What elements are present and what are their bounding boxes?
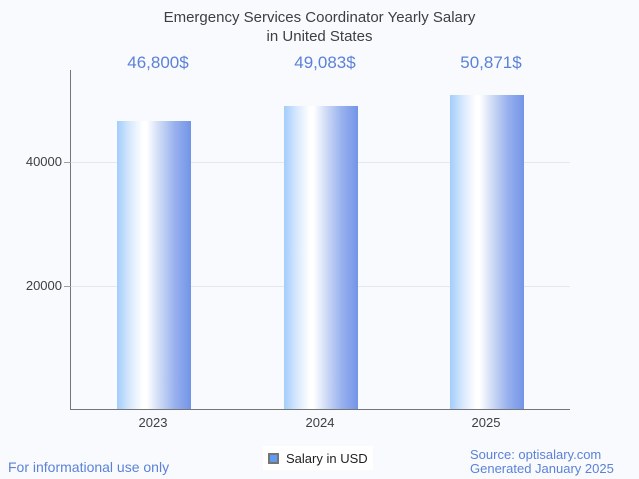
generated-text: Generated January 2025 <box>470 461 614 476</box>
y-tick-label: 20000 <box>25 278 62 293</box>
plot-area <box>64 70 570 410</box>
x-axis-label-2024: 2024 <box>305 415 335 430</box>
y-axis-tick <box>64 286 71 287</box>
bar-2024[interactable] <box>284 106 358 409</box>
bar-2025[interactable] <box>450 95 524 409</box>
x-axis-label-2025: 2025 <box>471 415 501 430</box>
disclaimer-text: For informational use only <box>8 459 170 475</box>
chart-title-line1: Emergency Services Coordinator Yearly Sa… <box>163 9 476 26</box>
legend-label: Salary in USD <box>286 450 368 466</box>
legend: Salary in USD <box>263 446 373 470</box>
chart-title: Emergency Services Coordinator Yearly Sa… <box>0 8 639 46</box>
y-tick-label: 40000 <box>25 154 62 169</box>
source-text: Source: optisalary.com <box>470 447 602 462</box>
x-axis-label-2023: 2023 <box>138 415 168 430</box>
source-block: Source: optisalary.com Generated January… <box>470 448 614 476</box>
bar-2023[interactable] <box>117 121 191 409</box>
bar-value-label-2025: 50,871$ <box>460 53 522 72</box>
chart-title-line2: in United States <box>266 28 373 45</box>
bar-value-label-2023: 46,800$ <box>127 53 189 72</box>
bar-value-label-2024: 49,083$ <box>294 53 356 72</box>
y-axis-tick <box>64 162 71 163</box>
legend-swatch-icon <box>268 452 279 464</box>
